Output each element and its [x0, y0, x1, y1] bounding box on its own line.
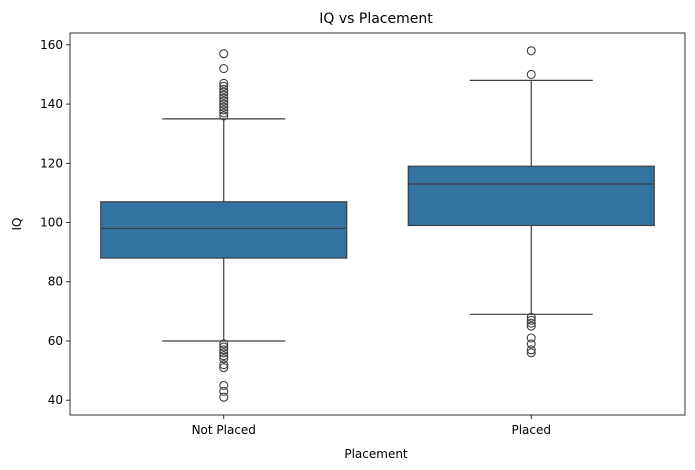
outlier-point: [219, 90, 229, 100]
outlier-point: [219, 345, 229, 355]
box-group-placed: [407, 46, 655, 358]
outlier-point: [219, 360, 229, 370]
outlier-point: [219, 342, 229, 352]
outlier-point: [526, 318, 536, 328]
outlier-point: [526, 315, 536, 325]
outlier-point: [219, 81, 229, 91]
outlier-point: [526, 46, 536, 56]
axes-layer: 40 60 80 100 120 140 160 Not Placed Placed: [40, 32, 686, 437]
box-group-not-placed: [100, 49, 348, 402]
outlier-point: [219, 102, 229, 112]
x-axis-label: Placement: [344, 447, 408, 461]
outlier-point: [219, 111, 229, 121]
y-tick-label: 120: [40, 156, 63, 170]
outlier-point: [219, 351, 229, 361]
y-tick-label: 100: [40, 216, 63, 230]
x-tick-label: Not Placed: [192, 423, 256, 437]
outlier-point: [526, 339, 536, 349]
y-tick-label: 140: [40, 97, 63, 111]
outlier-point: [219, 78, 229, 88]
y-axis-label: IQ: [10, 218, 24, 231]
outlier-point: [219, 348, 229, 358]
y-tick-label: 80: [48, 275, 63, 289]
chart-title: IQ vs Placement: [319, 11, 433, 27]
outlier-point: [219, 392, 229, 402]
outlier-point: [219, 380, 229, 390]
outlier-point: [526, 345, 536, 355]
iqr-box: [407, 165, 655, 227]
outlier-point: [219, 339, 229, 349]
outlier-point: [526, 348, 536, 358]
outlier-point: [219, 363, 229, 373]
plot-frame: [69, 32, 686, 416]
iqr-box: [100, 201, 348, 259]
outlier-point: [219, 84, 229, 94]
outlier-point: [219, 49, 229, 59]
outlier-point: [219, 96, 229, 106]
outlier-point: [526, 69, 536, 80]
outlier-point: [219, 108, 229, 118]
outlier-point: [526, 333, 536, 343]
y-tick-label: 60: [48, 334, 63, 348]
boxes-layer: [100, 46, 655, 402]
outlier-point: [219, 386, 229, 396]
outlier-point: [219, 354, 229, 364]
outlier-point: [219, 87, 229, 97]
outlier-point: [219, 63, 229, 74]
y-tick-label: 40: [48, 393, 63, 407]
outlier-point: [526, 321, 536, 331]
outlier-point: [526, 312, 536, 322]
x-tick-label: Placed: [511, 423, 551, 437]
outlier-point: [219, 93, 229, 103]
outlier-point: [219, 99, 229, 109]
y-tick-label: 160: [40, 38, 63, 52]
outlier-point: [219, 105, 229, 115]
